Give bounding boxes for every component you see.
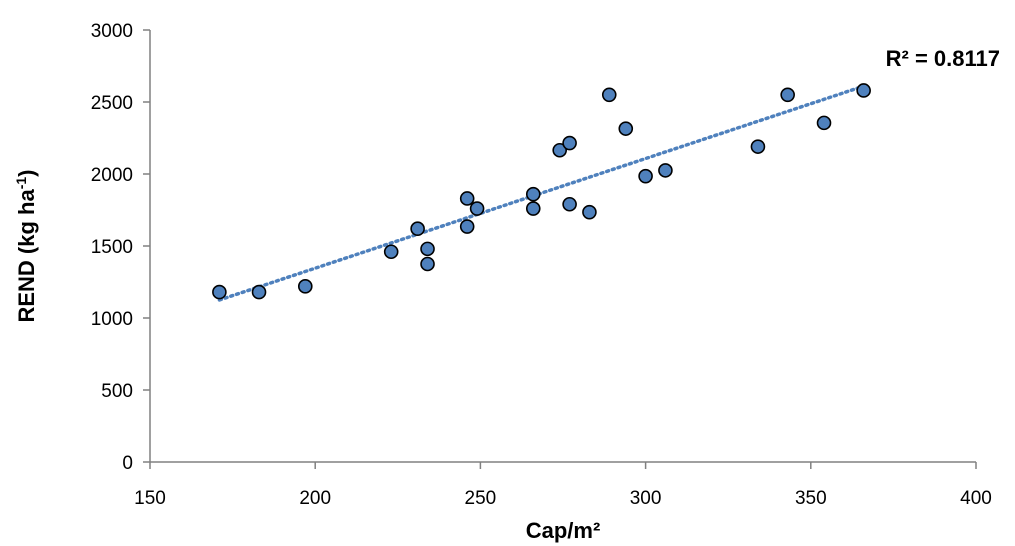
data-point — [525, 201, 541, 216]
data-point — [601, 87, 617, 103]
x-tick-label: 250 — [465, 488, 497, 509]
data-point — [582, 204, 597, 220]
data-point — [638, 168, 653, 184]
data-point — [618, 121, 634, 136]
trendline-group — [217, 84, 866, 302]
trendline — [217, 84, 866, 302]
data-point — [410, 221, 425, 237]
data-point — [297, 279, 313, 294]
x-tick-label: 150 — [134, 488, 166, 509]
data-point — [420, 241, 435, 257]
axes — [149, 30, 976, 463]
y-axis-title-sup: -1 — [13, 177, 29, 190]
data-point — [420, 256, 435, 272]
points-group — [212, 83, 871, 300]
y-axis-title-end: ) — [14, 169, 39, 176]
data-point — [750, 139, 766, 154]
r-squared-annotation: R² = 0.8117 — [886, 46, 1000, 71]
y-axis-title-main: REND (kg ha — [14, 189, 39, 323]
y-tick-label: 0 — [122, 453, 133, 474]
x-tick-label: 400 — [960, 488, 992, 509]
y-ticks: 0 500 1000 1500 2000 2500 3000 — [91, 21, 150, 474]
data-point — [562, 135, 577, 151]
data-point — [816, 115, 832, 131]
x-tick-label: 200 — [299, 488, 331, 509]
data-point — [856, 83, 871, 98]
data-point — [469, 201, 485, 216]
y-tick-label: 2500 — [91, 93, 133, 114]
y-tick-label: 3000 — [91, 21, 133, 42]
y-tick-label: 1500 — [91, 237, 133, 258]
data-point — [459, 219, 475, 234]
y-tick-label: 500 — [101, 381, 133, 402]
data-point — [212, 284, 227, 300]
y-tick-label: 2000 — [91, 165, 133, 186]
x-tick-label: 350 — [795, 488, 827, 509]
y-axis-title: REND (kg ha-1) — [13, 169, 39, 322]
data-point — [251, 284, 267, 300]
x-tick-label: 300 — [630, 488, 662, 509]
x-ticks: 150 200 250 300 350 400 — [134, 462, 992, 509]
data-point — [383, 244, 399, 260]
data-point — [459, 191, 475, 206]
data-point — [562, 196, 577, 212]
x-axis-title: Cap/m² — [526, 518, 601, 543]
data-point — [658, 163, 673, 178]
data-point — [525, 186, 541, 202]
y-tick-label: 1000 — [91, 309, 133, 330]
data-point — [780, 87, 795, 103]
data-point — [552, 142, 567, 158]
